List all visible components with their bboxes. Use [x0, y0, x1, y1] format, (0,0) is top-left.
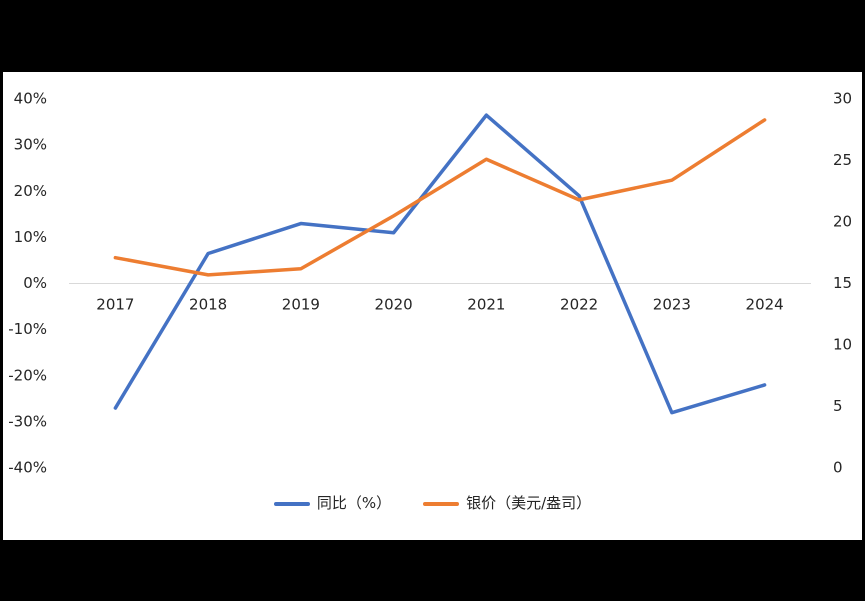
legend-label-yoy: 同比（%）: [316, 494, 392, 512]
silver-price-yoy-chart: 40% 30% 20% 10% 0% -10% -20% -30% -40% 30 25 20 15 10…: [3, 72, 862, 540]
right-axis-tick: 20: [833, 213, 852, 231]
left-axis-tick: 40%: [14, 90, 47, 108]
left-axis-tick: -10%: [8, 320, 47, 338]
left-axis-tick: 0%: [23, 274, 47, 292]
legend-swatch-yoy: [273, 501, 310, 506]
series-line-silver-price: [113, 118, 767, 277]
right-axis-tick: 25: [833, 151, 852, 169]
left-axis-tick: 20%: [14, 182, 47, 200]
legend-item-yoy: 同比（%）: [273, 494, 392, 512]
left-axis-tick: 10%: [14, 228, 47, 246]
right-axis-tick: 10: [833, 336, 852, 354]
x-axis-label: 2018: [189, 296, 227, 314]
left-axis-tick: -30%: [8, 412, 47, 430]
left-axis-tick: -40%: [8, 459, 47, 477]
chart-legend: 同比（%） 银价（美元/盎司）: [3, 496, 862, 511]
left-axis-tick: -20%: [8, 366, 47, 384]
right-axis-tick: 0: [833, 459, 843, 477]
x-axis-label: 2017: [96, 296, 134, 314]
right-axis-tick: 30: [833, 90, 852, 108]
x-axis-label: 2024: [746, 296, 784, 314]
x-axis-label: 2020: [375, 296, 413, 314]
chart-plot-area: 40% 30% 20% 10% 0% -10% -20% -30% -40% 30 25 20 15 10…: [8, 90, 852, 477]
x-axis-label: 2023: [653, 296, 691, 314]
x-axis-label: 2019: [282, 296, 320, 314]
x-axis-label: 2022: [560, 296, 598, 314]
series-line-yoy: [113, 113, 767, 415]
legend-item-silver-price: 银价（美元/盎司）: [423, 496, 591, 511]
legend-label-silver-price: 银价（美元/盎司）: [466, 494, 592, 512]
left-axis-tick: 30%: [14, 136, 47, 154]
legend-swatch-silver-price: [423, 501, 460, 506]
right-axis-tick: 15: [833, 274, 852, 292]
x-axis-label: 2021: [467, 296, 505, 314]
right-axis-tick: 5: [833, 397, 843, 415]
